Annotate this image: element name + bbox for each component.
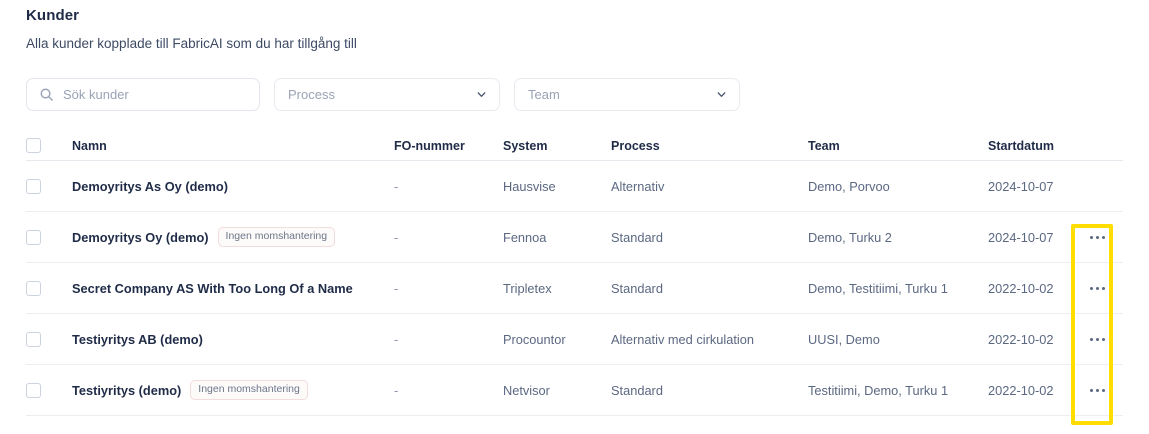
customer-name: Demoyritys As Oy (demo) bbox=[72, 178, 228, 194]
cell-system: Hausvise bbox=[503, 178, 556, 194]
select-all-cell bbox=[26, 138, 72, 153]
column-header-process[interactable]: Process bbox=[611, 138, 660, 153]
row-select-checkbox[interactable] bbox=[26, 229, 41, 245]
table-row[interactable]: Testiyritys (demo) Ingen momshantering - Ne… bbox=[26, 365, 1123, 416]
row-select-checkbox[interactable] bbox=[26, 331, 41, 347]
table-body: Demoyritys As Oy (demo) - Hausvise Alternat… bbox=[26, 161, 1123, 416]
page-subtitle: Alla kunder kopplade till FabricAI som d… bbox=[26, 36, 357, 51]
table-header-row: Namn FO-nummer System Process Team Start… bbox=[26, 131, 1123, 161]
customer-name: Demoyritys Oy (demo) bbox=[72, 229, 209, 245]
customer-name: Secret Company AS With Too Long Of a Nam… bbox=[72, 280, 353, 296]
cell-system: Procountor bbox=[503, 331, 566, 347]
cell-actions bbox=[1072, 226, 1123, 248]
cell-team: Testitiimi, Demo, Turku 1 bbox=[808, 382, 949, 398]
row-actions-button[interactable] bbox=[1085, 226, 1111, 248]
chevron-down-icon bbox=[715, 88, 728, 101]
cell-process: Standard bbox=[611, 382, 663, 398]
column-header-fo-nummer[interactable]: FO-nummer bbox=[394, 138, 465, 153]
cell-startdatum: 2022-10-02 bbox=[988, 280, 1054, 296]
cell-process: Alternativ bbox=[611, 178, 665, 194]
row-select-cell bbox=[26, 178, 72, 194]
cell-startdatum: 2022-10-02 bbox=[988, 331, 1054, 347]
cell-team: Demo, Turku 2 bbox=[808, 229, 892, 245]
row-select-checkbox[interactable] bbox=[26, 178, 41, 194]
team-filter-select[interactable]: Team bbox=[514, 78, 740, 111]
row-select-cell bbox=[26, 382, 72, 398]
cell-process: Standard bbox=[611, 229, 663, 245]
cell-namn: Secret Company AS With Too Long Of a Nam… bbox=[72, 281, 394, 296]
cell-actions bbox=[1072, 379, 1123, 401]
column-header-team[interactable]: Team bbox=[808, 138, 840, 153]
table-row[interactable]: Demoyritys Oy (demo) Ingen momshantering -… bbox=[26, 212, 1123, 263]
row-select-checkbox[interactable] bbox=[26, 382, 41, 398]
row-actions-button[interactable] bbox=[1085, 328, 1111, 350]
cell-system: Tripletex bbox=[503, 280, 552, 296]
cell-process: Standard bbox=[611, 280, 663, 296]
column-header-startdatum[interactable]: Startdatum bbox=[988, 138, 1054, 153]
table-row[interactable]: Secret Company AS With Too Long Of a Nam… bbox=[26, 263, 1123, 314]
filter-bar: Process Team bbox=[26, 78, 740, 111]
table-row[interactable]: Testiyritys AB (demo) - Procountor Alternat… bbox=[26, 314, 1123, 365]
cell-fo-nummer: - bbox=[394, 382, 399, 398]
cell-system: Fennoa bbox=[503, 229, 547, 245]
process-filter-label: Process bbox=[288, 87, 335, 102]
row-select-checkbox[interactable] bbox=[26, 280, 41, 296]
cell-actions bbox=[1072, 328, 1123, 350]
table-row[interactable]: Demoyritys As Oy (demo) - Hausvise Alternat… bbox=[26, 161, 1123, 212]
status-badge: Ingen momshantering bbox=[217, 227, 336, 247]
cell-team: Demo, Porvoo bbox=[808, 178, 890, 194]
customers-table: Namn FO-nummer System Process Team Start… bbox=[26, 131, 1123, 416]
cell-namn: Demoyritys As Oy (demo) bbox=[72, 179, 394, 194]
row-select-cell bbox=[26, 280, 72, 296]
customer-name: Testiyritys (demo) bbox=[72, 382, 182, 398]
select-all-checkbox[interactable] bbox=[26, 138, 41, 153]
search-icon bbox=[39, 87, 54, 102]
cell-team: Demo, Testitiimi, Turku 1 bbox=[808, 280, 948, 296]
customer-name: Testiyritys AB (demo) bbox=[72, 331, 203, 347]
search-input[interactable] bbox=[63, 87, 243, 102]
cell-namn: Demoyritys Oy (demo) Ingen momshantering bbox=[72, 227, 394, 247]
cell-actions bbox=[1072, 277, 1123, 299]
team-filter-label: Team bbox=[528, 87, 560, 102]
cell-namn: Testiyritys (demo) Ingen momshantering bbox=[72, 380, 394, 400]
column-header-namn[interactable]: Namn bbox=[72, 138, 107, 153]
page-title: Kunder bbox=[26, 7, 80, 24]
cell-startdatum: 2024-10-07 bbox=[988, 178, 1054, 194]
cell-startdatum: 2022-10-02 bbox=[988, 382, 1054, 398]
chevron-down-icon bbox=[475, 88, 488, 101]
process-filter-select[interactable]: Process bbox=[274, 78, 500, 111]
row-select-cell bbox=[26, 331, 72, 347]
column-header-system[interactable]: System bbox=[503, 138, 548, 153]
cell-startdatum: 2024-10-07 bbox=[988, 229, 1054, 245]
cell-process: Alternativ med cirkulation bbox=[611, 331, 754, 347]
row-actions-button[interactable] bbox=[1085, 379, 1111, 401]
search-box[interactable] bbox=[26, 78, 260, 111]
cell-team: UUSI, Demo bbox=[808, 331, 880, 347]
cell-namn: Testiyritys AB (demo) bbox=[72, 332, 394, 347]
cell-fo-nummer: - bbox=[394, 178, 399, 194]
status-badge: Ingen momshantering bbox=[190, 380, 308, 400]
cell-fo-nummer: - bbox=[394, 229, 399, 245]
cell-system: Netvisor bbox=[503, 382, 550, 398]
row-select-cell bbox=[26, 229, 72, 245]
row-actions-button[interactable] bbox=[1085, 277, 1111, 299]
cell-fo-nummer: - bbox=[394, 331, 399, 347]
cell-fo-nummer: - bbox=[394, 280, 399, 296]
